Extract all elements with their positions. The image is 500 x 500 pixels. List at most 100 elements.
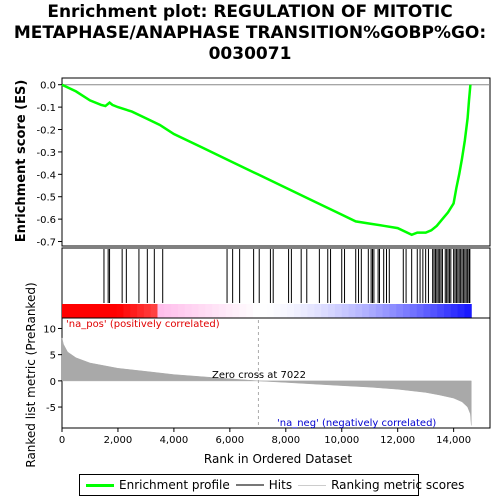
- rank-color-segment: [96, 304, 104, 318]
- metric-y-tick-label: 10: [43, 324, 56, 335]
- rank-color-segment: [218, 304, 227, 318]
- chart-title-line-2: METAPHASE/ANAPHASE TRANSITION%GOBP%GO:: [13, 23, 487, 43]
- zero-cross-label: Zero cross at 7022: [212, 370, 306, 381]
- rank-color-segment: [82, 304, 90, 318]
- rank-color-segment: [341, 304, 349, 318]
- x-tick-label: 10,000: [324, 435, 359, 446]
- rank-color-segment: [252, 304, 261, 318]
- chart-title-line-1: Enrichment plot: REGULATION OF MITOTIC: [47, 2, 453, 22]
- es-y-tick-label: 0.0: [40, 81, 56, 92]
- x-tick-label: 2,000: [104, 435, 133, 446]
- rank-color-segment: [157, 304, 165, 318]
- rank-color-segment: [232, 304, 240, 318]
- rank-color-segment: [437, 304, 445, 318]
- x-tick-label: 8,000: [271, 435, 300, 446]
- rank-color-segment: [266, 304, 274, 318]
- rank-color-segment: [416, 304, 425, 318]
- rank-color-segment: [334, 304, 343, 318]
- hits-panel: [61, 247, 491, 319]
- rank-color-segment: [89, 304, 97, 318]
- rank-color-segment: [150, 304, 158, 318]
- rank-color-segment: [423, 304, 431, 318]
- x-tick-label: 12,000: [380, 435, 415, 446]
- positive-correlation-label: 'na_pos' (positively correlated): [66, 319, 220, 330]
- rank-color-segment: [287, 304, 295, 318]
- rank-color-segment: [184, 304, 193, 318]
- rank-color-segment: [273, 304, 281, 318]
- rank-color-segment: [368, 304, 377, 318]
- rank-color-segment: [259, 304, 268, 318]
- rank-color-segment: [123, 304, 131, 318]
- legend-swatch-enrichment-profile: [86, 483, 114, 487]
- metric-y-tick-label: -5: [46, 403, 56, 414]
- rank-color-segment: [246, 304, 254, 318]
- rank-color-segment: [355, 304, 363, 318]
- rank-color-segment: [457, 304, 465, 318]
- chart-title: Enrichment plot: REGULATION OF MITOTIC M…: [0, 2, 500, 65]
- es-y-tick-label: -0.3: [36, 148, 56, 159]
- es-plot-frame: [61, 77, 491, 247]
- legend-swatch-ranking-metric: [298, 484, 327, 486]
- rank-color-segment: [164, 304, 172, 318]
- rank-color-segment: [321, 304, 329, 318]
- rank-color-segment: [205, 304, 213, 318]
- legend-item-ranking-metric: Ranking metric scores: [298, 478, 464, 492]
- rank-color-segment: [409, 304, 418, 318]
- rank-color-segment: [430, 304, 438, 318]
- legend-item-hits: Hits: [235, 478, 292, 492]
- rank-color-segment: [348, 304, 356, 318]
- legend-item-enrichment-profile: Enrichment profile: [86, 478, 230, 492]
- rank-color-segment: [177, 304, 186, 318]
- rank-color-segment: [116, 304, 124, 318]
- rank-color-segment: [389, 304, 397, 318]
- es-y-tick-label: -0.6: [36, 215, 56, 226]
- rank-color-segment: [362, 304, 370, 318]
- rank-color-segment: [212, 304, 220, 318]
- metric-y-axis-label: Ranked list metric (PreRanked): [24, 282, 38, 467]
- chart-legend: Enrichment profile Hits Ranking metric s…: [79, 474, 464, 496]
- es-y-tick-label: -0.2: [36, 126, 56, 137]
- legend-label-ranking-metric: Ranking metric scores: [331, 478, 465, 492]
- rank-color-segment: [396, 304, 404, 318]
- rank-color-segment: [280, 304, 288, 318]
- rank-color-segment: [443, 304, 452, 318]
- chart-title-line-3: 0030071: [208, 44, 292, 64]
- rank-color-segment: [171, 304, 179, 318]
- rank-color-segment: [225, 304, 234, 318]
- x-tick-label: 4,000: [160, 435, 189, 446]
- es-panel: 0.0 -0.1 -0.2 -0.3 -0.4 -0.5 -0.6 -0.7: [36, 77, 491, 249]
- rank-color-segment: [191, 304, 199, 318]
- rank-color-segment: [307, 304, 315, 318]
- rank-color-segment: [293, 304, 302, 318]
- rank-color-segment: [109, 304, 118, 318]
- negative-correlation-label: 'na_neg' (negatively correlated): [277, 418, 436, 429]
- rank-color-segment: [198, 304, 206, 318]
- rank-color-segment: [239, 304, 247, 318]
- rank-color-segment: [314, 304, 322, 318]
- rank-color-segment: [328, 304, 336, 318]
- rank-color-segment: [137, 304, 145, 318]
- es-y-tick-label: -0.4: [36, 170, 56, 181]
- metric-y-tick-label: 5: [50, 351, 56, 362]
- x-tick-label: 14,000: [436, 435, 471, 446]
- es-y-tick-label: -0.1: [36, 103, 56, 114]
- rank-color-segment: [450, 304, 459, 318]
- es-y-axis-label: Enrichment score (ES): [14, 80, 29, 243]
- x-tick-label: 0: [59, 435, 65, 446]
- rank-color-segment: [403, 304, 411, 318]
- enrichment-profile-line: [61, 83, 472, 237]
- rank-color-segment: [375, 304, 384, 318]
- rank-color-segment: [102, 304, 111, 318]
- x-axis-label: Rank in Ordered Dataset: [204, 452, 352, 466]
- x-tick-label: 6,000: [216, 435, 245, 446]
- es-y-tick-label: -0.5: [36, 193, 56, 204]
- ranking-metric-area: [61, 337, 472, 426]
- rank-color-segment: [62, 304, 70, 318]
- rank-color-segment: [464, 304, 472, 318]
- rank-color-segment: [382, 304, 390, 318]
- rank-color-segment: [130, 304, 138, 318]
- legend-label-enrichment-profile: Enrichment profile: [119, 478, 230, 492]
- rank-color-segment: [143, 304, 152, 318]
- metric-y-tick-label: 0: [50, 377, 56, 388]
